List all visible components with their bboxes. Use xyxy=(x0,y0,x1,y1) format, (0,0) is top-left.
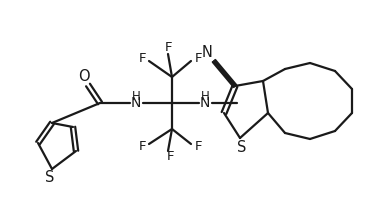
Text: H: H xyxy=(201,89,209,103)
Text: F: F xyxy=(165,41,173,54)
Text: N: N xyxy=(131,96,141,110)
Text: H: H xyxy=(132,89,140,103)
Text: N: N xyxy=(201,45,212,60)
Text: N: N xyxy=(200,96,210,110)
Text: F: F xyxy=(167,150,175,164)
Text: O: O xyxy=(78,69,90,84)
Text: F: F xyxy=(138,51,146,65)
Text: F: F xyxy=(138,139,146,153)
Text: F: F xyxy=(195,51,203,65)
Text: S: S xyxy=(45,169,55,184)
Text: S: S xyxy=(237,139,247,154)
Text: F: F xyxy=(195,139,203,153)
